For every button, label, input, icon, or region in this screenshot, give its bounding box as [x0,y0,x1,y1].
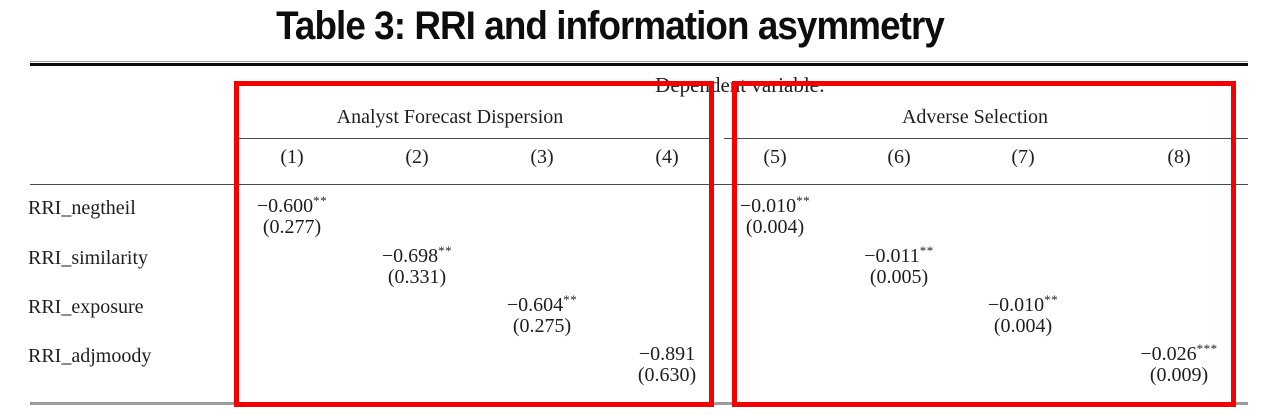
coefficient-value: −0.891 [638,343,696,365]
coefficient-value: −0.600** [256,193,328,217]
standard-error: (0.005) [869,265,929,288]
coefficient-cell-col3: −0.604** (0.275) [452,292,632,337]
column-header-4: (4) [655,146,679,168]
table-top-rule-light [30,61,1248,62]
coefficient-cell-col4: −0.891 (0.630) [577,344,757,385]
standard-error: (0.331) [387,265,447,288]
row-label-rri-adjmoody: RRI_adjmoody [28,345,152,367]
group-rule-right [724,138,1248,140]
coefficient-value: −0.604** [506,292,578,316]
standard-error: (0.630) [637,363,697,386]
significance-stars: *** [1196,341,1218,357]
coefficient-cell-col1: −0.600** (0.277) [202,193,382,238]
standard-error: (0.277) [262,215,322,238]
coefficient-value: −0.010** [739,193,811,217]
coefficient-cell-col8: −0.026*** (0.009) [1089,341,1267,386]
standard-error: (0.009) [1149,363,1209,386]
significance-stars: ** [438,243,453,259]
column-header-5: (5) [763,146,787,168]
coefficient-value: −0.698** [381,243,453,267]
column-header-2: (2) [405,146,429,168]
coefficient-value: −0.010** [987,292,1059,316]
coefficient-value: −0.011** [864,243,934,267]
significance-stars: ** [919,243,934,259]
coefficient-cell-col6: −0.011** (0.005) [809,243,989,288]
table-top-rule [30,63,1248,66]
highlight-box-analyst-forecast-dispersion [234,81,714,407]
group-header-analyst-forecast-dispersion: Analyst Forecast Dispersion [336,106,564,128]
significance-stars: ** [313,193,328,209]
standard-error: (0.004) [745,215,805,238]
row-label-rri-negtheil: RRI_negtheil [28,197,136,219]
coefficient-cell-col7: −0.010** (0.004) [933,292,1113,337]
column-header-6: (6) [887,146,911,168]
highlight-box-adverse-selection [732,81,1236,407]
significance-stars: ** [796,193,811,209]
coefficient-value: −0.026*** [1140,341,1218,365]
row-label-rri-similarity: RRI_similarity [28,247,148,269]
group-rule-left [238,138,710,140]
header-body-rule [30,184,1248,186]
column-header-3: (3) [530,146,554,168]
group-header-adverse-selection: Adverse Selection [901,106,1049,128]
row-label-rri-exposure: RRI_exposure [28,296,144,318]
table-title: Table 3: RRI and information asymmetry [276,4,945,48]
coefficient-cell-col2: −0.698** (0.331) [327,243,507,288]
standard-error: (0.275) [512,314,572,337]
standard-error: (0.004) [993,314,1053,337]
coefficient-cell-col5: −0.010** (0.004) [685,193,865,238]
significance-stars: ** [563,292,578,308]
column-header-8: (8) [1167,146,1191,168]
column-header-7: (7) [1011,146,1035,168]
column-header-1: (1) [280,146,304,168]
significance-stars: ** [1044,292,1059,308]
